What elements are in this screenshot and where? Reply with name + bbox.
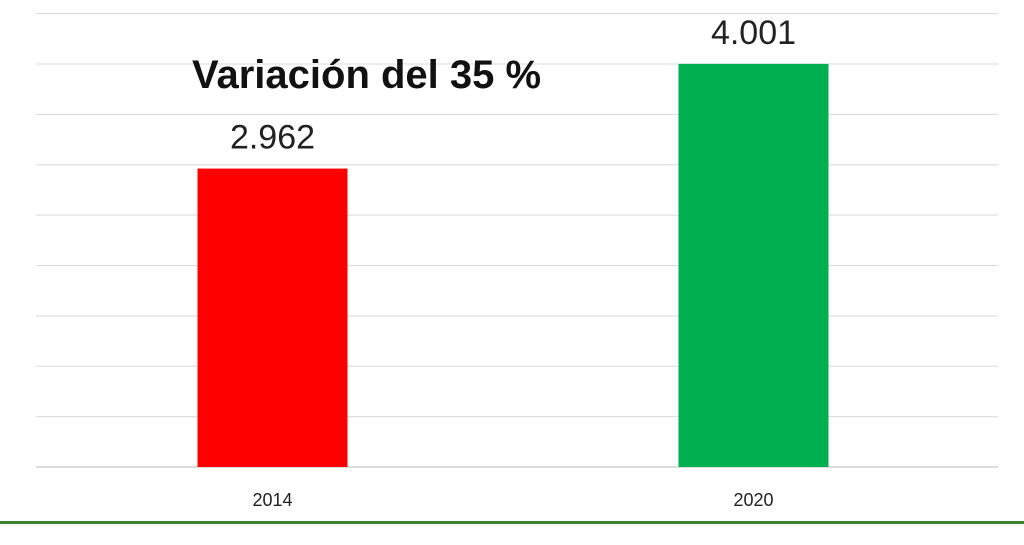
x-tick-label-2014: 2014 (252, 490, 292, 510)
x-axis-tick-labels: 2014 2020 (252, 490, 773, 510)
bar-2014 (197, 168, 348, 468)
x-tick-label-2020: 2020 (733, 490, 773, 510)
data-label-2020: 4.001 (711, 14, 796, 52)
data-labels: 2.962 4.001 (230, 14, 796, 157)
gridlines (36, 13, 998, 468)
data-label-2014: 2.962 (230, 119, 315, 157)
bar-2020 (678, 63, 829, 467)
bars (197, 63, 829, 468)
bottom-accent-rule (0, 521, 1024, 524)
chart-annotation: Variación del 35 % (192, 53, 541, 97)
